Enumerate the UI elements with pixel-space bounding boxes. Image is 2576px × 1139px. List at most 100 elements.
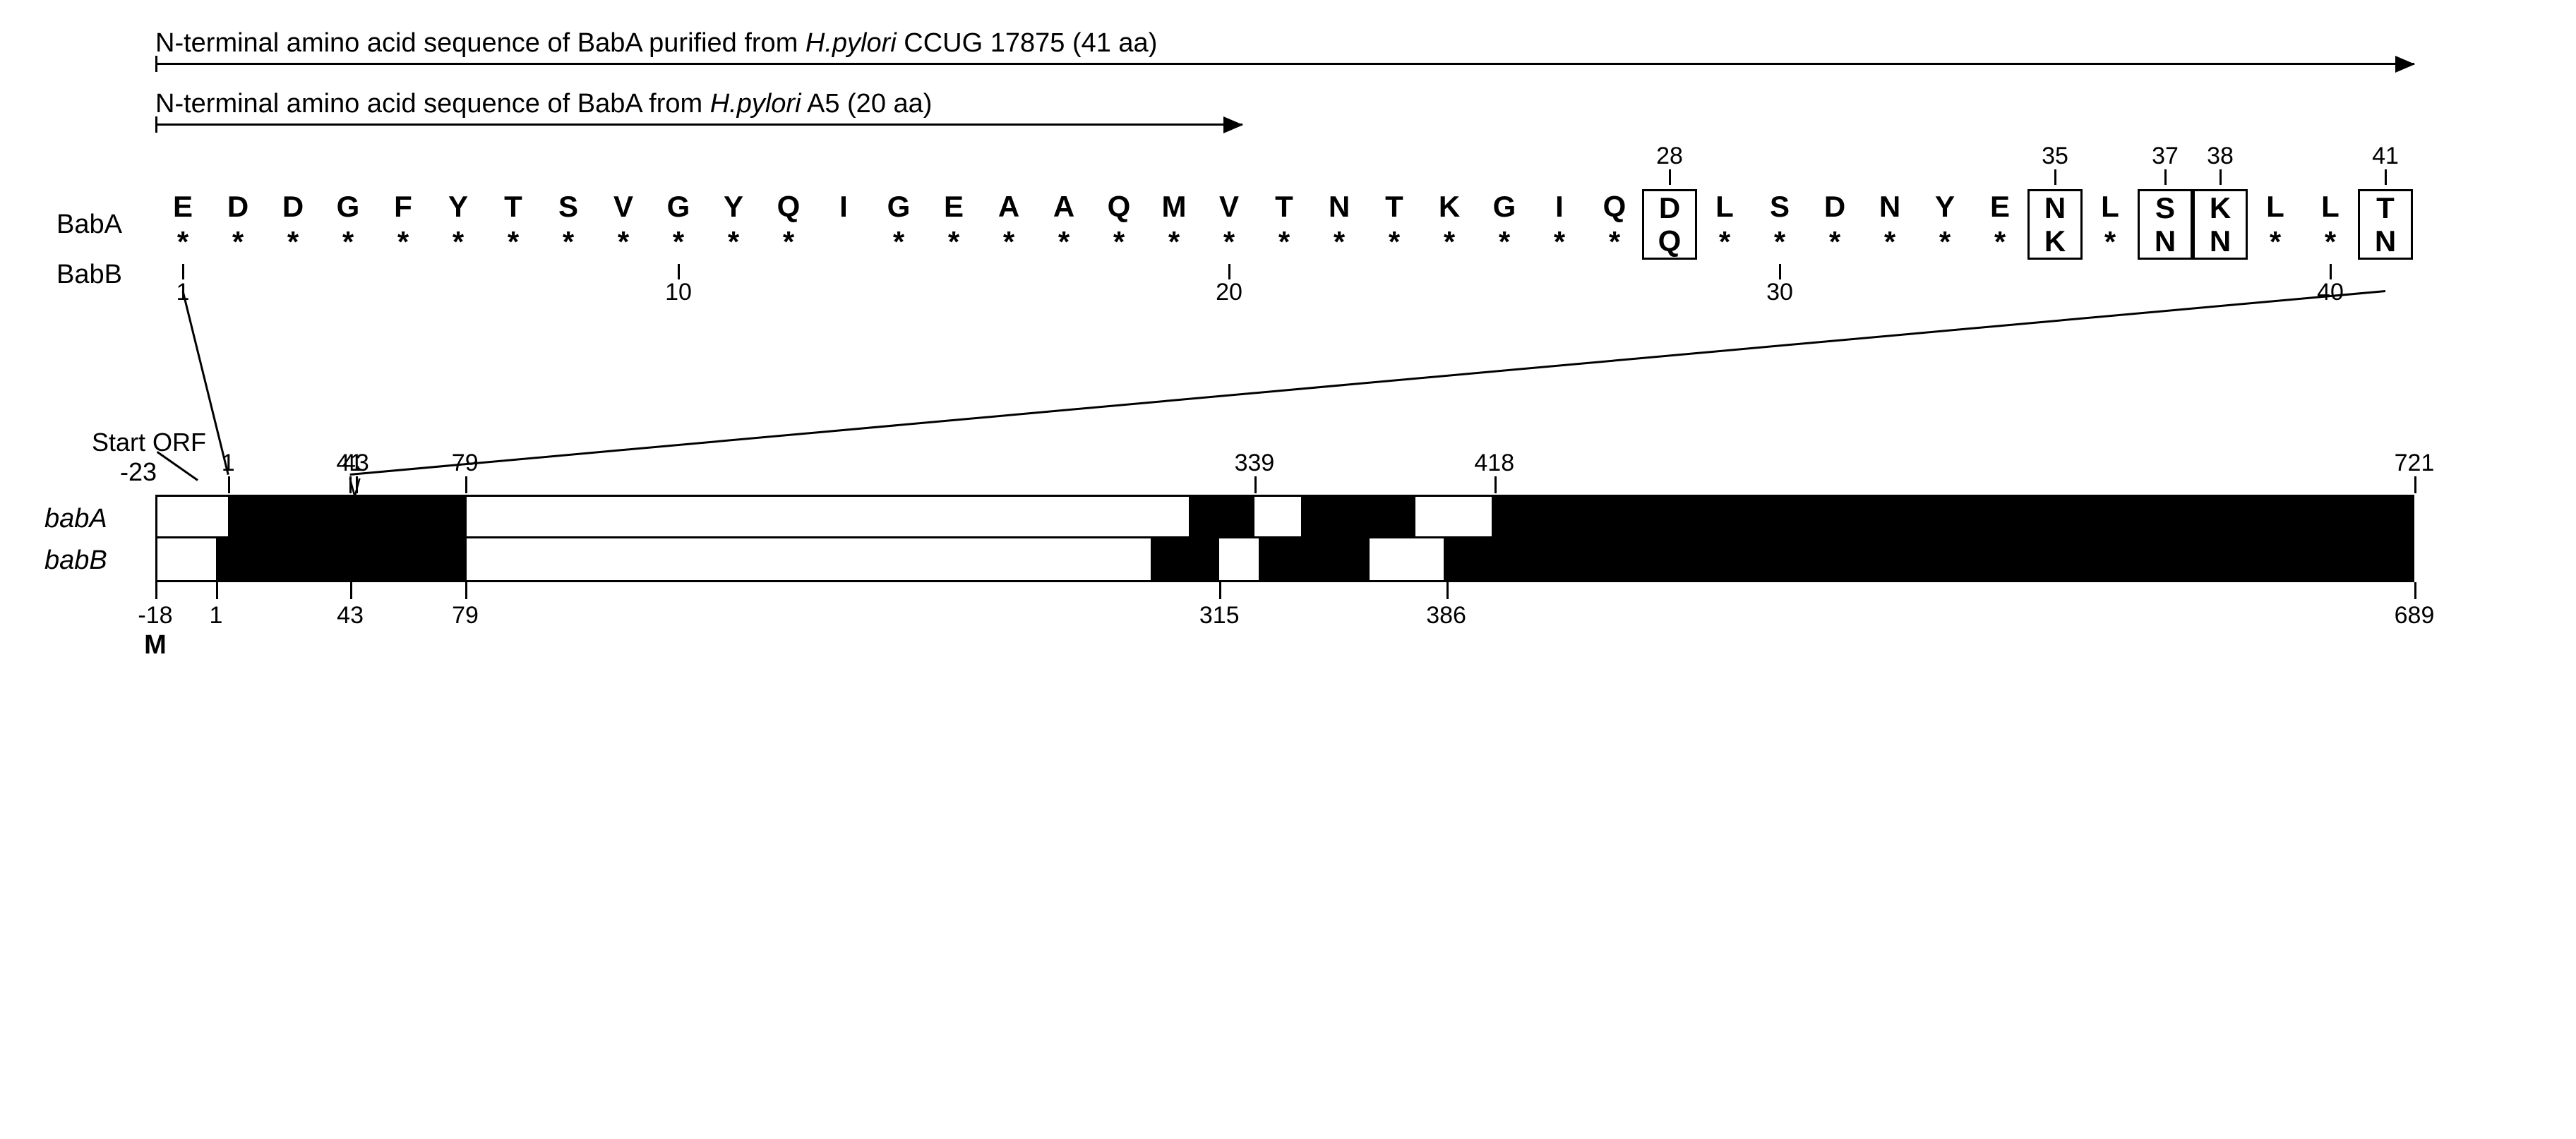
aa-top-22: N	[1312, 189, 1367, 224]
aa-top-9: V	[596, 189, 651, 224]
arrow-2-label: N-terminal amino acid sequence of BabA f…	[155, 89, 2534, 119]
aa-bot-20: *	[1202, 224, 1257, 260]
top-map-label: 721	[2395, 450, 2435, 477]
alignment-row-top: BabA E*1D*D*G*F*Y*T*S*V*G*10Y*Q*IG*E*A*A…	[56, 189, 2534, 260]
aa-top-19: M	[1146, 189, 1202, 224]
aa-bot-28: Q	[1642, 224, 1697, 260]
bot-position-tick	[2330, 264, 2332, 279]
aa-top-37: S	[2138, 189, 2193, 224]
bot-map-label: 1	[210, 602, 223, 629]
aa-bot-16: *	[981, 224, 1036, 260]
residue-col-12: Q*	[761, 189, 816, 260]
residue-col-39: L*	[2248, 189, 2303, 260]
aa-top-8: S	[541, 189, 596, 224]
residue-col-31: D*	[1807, 189, 1862, 260]
gene-map: Start ORF -23 1414379339418721\ /babAbab…	[155, 495, 2414, 582]
top-position-tick	[2219, 169, 2222, 185]
bot-position-tick	[182, 264, 184, 279]
aa-top-13: I	[816, 189, 871, 224]
aa-top-24: K	[1422, 189, 1477, 224]
alignment-row-bot: BabB	[56, 260, 2534, 290]
segment	[1446, 538, 2412, 580]
arrow-1: N-terminal amino acid sequence of BabA p…	[42, 28, 2534, 65]
aa-top-15: E	[926, 189, 981, 224]
top-map-label: 339	[1235, 450, 1275, 477]
top-map-label: 79	[452, 450, 479, 477]
aa-bot-3: *	[265, 224, 320, 260]
top-map-tick	[1254, 476, 1257, 493]
top-position-tick	[2054, 169, 2056, 185]
segment	[157, 538, 218, 580]
residue-col-37: 37SN	[2138, 189, 2193, 260]
bot-map-label: 43	[337, 602, 364, 629]
aa-bot-21: *	[1257, 224, 1312, 260]
bot-map-tick	[1446, 582, 1449, 599]
bot-map-tick	[350, 582, 352, 599]
residue-col-26: I*	[1532, 189, 1587, 260]
residue-col-13: I	[816, 189, 871, 260]
segment	[1254, 497, 1303, 536]
aa-bot-33: *	[1917, 224, 1972, 260]
bot-map-label: 689	[2395, 602, 2435, 629]
segment	[1370, 538, 1446, 580]
aa-top-27: Q	[1587, 189, 1642, 224]
residue-col-9: V*	[596, 189, 651, 260]
aa-bot-26: *	[1532, 224, 1587, 260]
top-position-tick	[2164, 169, 2167, 185]
aa-bot-15: *	[926, 224, 981, 260]
aa-top-18: Q	[1091, 189, 1146, 224]
residue-col-40: L*40	[2303, 189, 2358, 260]
aa-top-40: L	[2303, 189, 2358, 224]
aa-bot-25: *	[1477, 224, 1532, 260]
start-orf-label: Start ORF -23	[92, 428, 206, 487]
bot-position-tick	[1779, 264, 1781, 279]
start-orf-line2: -23	[120, 457, 157, 486]
bot-map-tick	[465, 582, 467, 599]
residue-col-35: 35NK	[2027, 189, 2083, 260]
aa-bot-10: *	[651, 224, 706, 260]
top-position-label: 35	[2042, 143, 2068, 170]
bot-map-tick	[2414, 582, 2416, 599]
segment	[157, 497, 230, 536]
arrow-headers: N-terminal amino acid sequence of BabA p…	[42, 28, 2534, 126]
track-babA: babA	[155, 495, 2414, 538]
aa-top-34: E	[1972, 189, 2027, 224]
track-babB: babB	[155, 538, 2414, 582]
bot-map-label: 386	[1426, 602, 1466, 629]
bot-position-tick	[1228, 264, 1230, 279]
aa-bot-18: *	[1091, 224, 1146, 260]
arrow-1-label-italic: H.pylori	[805, 28, 897, 58]
segment	[1261, 538, 1370, 580]
segment	[230, 497, 467, 536]
aa-bot-7: *	[486, 224, 541, 260]
aa-top-30: S	[1752, 189, 1807, 224]
bot-map-label: -18	[138, 602, 172, 629]
aa-bot-14: *	[871, 224, 926, 260]
aa-bot-11: *	[706, 224, 761, 260]
residue-col-33: Y*	[1917, 189, 1972, 260]
residue-col-41: 41TN	[2358, 189, 2413, 260]
residue-col-2: D*	[210, 189, 265, 260]
arrow-2-label-post: A5 (20 aa)	[801, 89, 933, 119]
aa-bot-17: *	[1036, 224, 1091, 260]
bot-map-tick	[155, 582, 157, 599]
aa-bot-4: *	[320, 224, 376, 260]
residues-top: E*1D*D*G*F*Y*T*S*V*G*10Y*Q*IG*E*A*A*Q*M*…	[155, 189, 2413, 260]
aa-bot-27: *	[1587, 224, 1642, 260]
bot-map-label: 315	[1199, 602, 1240, 629]
aa-top-16: A	[981, 189, 1036, 224]
aa-bot-12: *	[761, 224, 816, 260]
top-map-label: 418	[1474, 450, 1514, 477]
aa-bot-13	[816, 224, 871, 260]
top-map-label: 1	[222, 450, 235, 477]
start-orf-line1: Start ORF	[92, 428, 206, 457]
aa-top-35: N	[2027, 189, 2083, 224]
track-label-babA: babA	[44, 504, 107, 534]
residue-col-19: M*	[1146, 189, 1202, 260]
residue-col-17: A*	[1036, 189, 1091, 260]
arrow-2: N-terminal amino acid sequence of BabA f…	[42, 89, 2534, 126]
aa-top-12: Q	[761, 189, 816, 224]
aa-bot-41: N	[2358, 224, 2413, 260]
aa-top-36: L	[2083, 189, 2138, 224]
aa-top-7: T	[486, 189, 541, 224]
